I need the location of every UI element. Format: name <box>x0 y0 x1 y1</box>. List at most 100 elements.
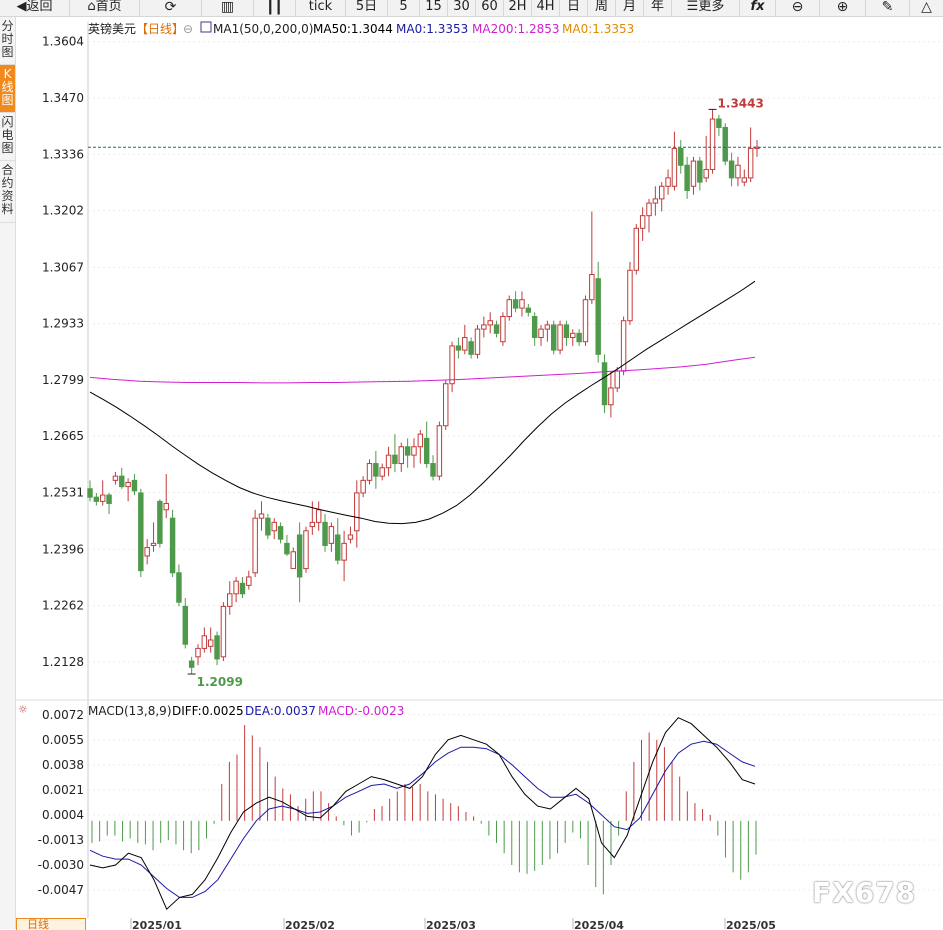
candle-body <box>347 534 354 540</box>
refresh-button[interactable]: ⟳ <box>140 0 202 16</box>
period-60min[interactable]: 60 <box>476 0 504 16</box>
candle-body <box>538 328 544 339</box>
period-5day[interactable]: 5日 <box>346 0 388 16</box>
refresh-icon: ⟳ <box>164 0 177 15</box>
draw-button[interactable]: ✎ <box>866 0 910 16</box>
sun-icon[interactable]: ☼ <box>18 703 28 716</box>
price-tick-label: 1.2933 <box>42 317 84 331</box>
sidebar-item-contract-info[interactable]: 合约资料 <box>0 161 15 223</box>
price-tick-label: 1.3604 <box>42 35 84 49</box>
candle-body <box>246 576 252 586</box>
legend-ma-label: MA1(50,0,200,0) <box>213 22 313 36</box>
candle-body <box>633 227 640 271</box>
period-5min[interactable]: 5 <box>388 0 420 16</box>
period-2h[interactable]: 2H <box>504 0 532 16</box>
candle-body <box>169 517 176 574</box>
candle-body <box>296 534 303 578</box>
candle-body <box>411 446 417 456</box>
x-tick-label: 2025/05 <box>726 919 776 929</box>
more-button[interactable]: ☰更多 <box>672 0 740 16</box>
bottom-period-tab[interactable]: 日线 <box>16 918 86 930</box>
candle-body <box>366 463 373 481</box>
candle-body <box>595 278 601 355</box>
period-4h[interactable]: 4H <box>532 0 560 16</box>
back-button[interactable]: ◀返回 <box>0 0 70 16</box>
zoom-out-button[interactable]: ⊖ <box>776 0 820 16</box>
candle-body <box>658 185 665 200</box>
toolbar: ◀返回 ⌂首页 ⟳ ▥ ┃┃ tick 5日 5 15 30 60 2H 4H … <box>0 0 943 17</box>
candle-body <box>277 526 284 540</box>
candle-body <box>487 320 493 326</box>
candle-body <box>290 551 296 570</box>
candle-body <box>493 324 500 334</box>
candle-body <box>589 273 595 301</box>
sidebar-item-flash[interactable]: 闪电图 <box>0 113 15 161</box>
macd-tick-label: 0.0004 <box>42 808 84 822</box>
candle-body <box>379 467 385 477</box>
dea-line <box>89 740 756 898</box>
candle-body <box>563 324 570 339</box>
candle-body <box>722 126 728 162</box>
price-tick-label: 1.3336 <box>42 147 84 161</box>
indicator-icon[interactable] <box>200 21 212 33</box>
candle-body <box>125 481 131 488</box>
candle-body <box>639 215 646 229</box>
candle-body <box>481 324 487 330</box>
candle-body <box>557 324 563 351</box>
chart-type-sidebar: 分时图 K线图 闪电图 合约资料 <box>0 17 16 929</box>
candle-body <box>449 345 455 385</box>
kline-type-button[interactable]: ▥ <box>202 0 254 16</box>
period-15min[interactable]: 15 <box>420 0 448 16</box>
macd-legend-dea: DEA:0.0037 <box>245 704 316 718</box>
legend-ma0-a: MA0:1.3353 <box>396 22 468 36</box>
candle-body <box>233 580 239 595</box>
home-button[interactable]: ⌂首页 <box>70 0 140 16</box>
candle-body <box>188 660 195 668</box>
candle-body <box>258 513 265 519</box>
x-tick-label: 2025/03 <box>426 919 476 929</box>
candle-body <box>423 437 430 465</box>
candle-body <box>341 542 347 561</box>
legend-period: 【日线】 <box>136 22 184 36</box>
candle-body <box>728 160 735 179</box>
candle-body <box>697 160 703 183</box>
settings-icon[interactable]: ⊖ <box>183 22 193 36</box>
sidebar-item-kline[interactable]: K线图 <box>0 65 15 113</box>
candle-body <box>309 521 316 528</box>
candle-body <box>144 547 150 557</box>
sidebar-item-timeshare[interactable]: 分时图 <box>0 17 15 65</box>
candle-body <box>138 492 144 572</box>
macd-tick-label: -0.0047 <box>38 883 84 897</box>
period-day[interactable]: 日 <box>560 0 588 16</box>
period-week[interactable]: 周 <box>588 0 616 16</box>
candle-body <box>544 324 551 330</box>
period-30min[interactable]: 30 <box>448 0 476 16</box>
min-price-label: 1.2099 <box>197 675 243 689</box>
macd-legend-diff: DIFF:0.0025 <box>172 704 244 718</box>
period-month[interactable]: 月 <box>616 0 644 16</box>
candle-body <box>265 517 271 536</box>
candle-body <box>500 316 506 343</box>
candle-body <box>385 454 392 469</box>
formula-button[interactable]: fx <box>740 0 776 16</box>
candle-body <box>360 479 366 494</box>
period-tick[interactable]: tick <box>296 0 346 16</box>
period-year[interactable]: 年 <box>644 0 672 16</box>
candle-body <box>119 475 125 488</box>
candle-body <box>430 463 436 477</box>
candle-body <box>582 299 589 343</box>
candle-type-button[interactable]: ┃┃ <box>254 0 296 16</box>
zoom-in-button[interactable]: ⊕ <box>820 0 866 16</box>
candle-body <box>754 146 760 149</box>
candle-body <box>468 341 474 355</box>
candle-body <box>303 530 309 570</box>
candle-body <box>335 534 341 561</box>
candle-body <box>106 494 112 504</box>
macd-tick-label: -0.0013 <box>38 833 84 847</box>
watermark-logo: FX678 <box>812 876 917 909</box>
candle-body <box>150 542 157 546</box>
shape-button[interactable]: △ <box>910 0 943 16</box>
candle-body <box>182 605 189 645</box>
price-tick-label: 1.2531 <box>42 486 84 500</box>
